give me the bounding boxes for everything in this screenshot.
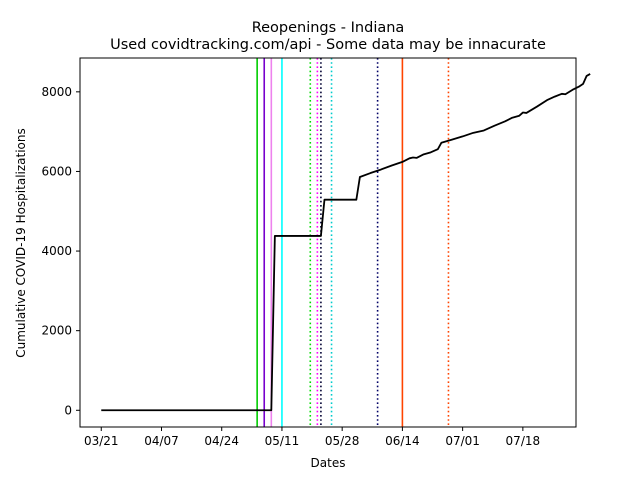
x-tick-label-6: 07/01 [445,434,480,448]
x-tick-label-1: 04/07 [144,434,179,448]
x-tick-label-2: 04/24 [204,434,239,448]
x-axis-label: Dates [311,456,346,470]
y-tick-label-2: 4000 [41,244,72,258]
y-axis-label: Cumulative COVID-19 Hospitalizations [14,128,28,358]
plot-frame [79,57,577,428]
series-layer [101,73,591,412]
axes: 03/21 04/07 04/24 05/11 05/28 06/14 07/01 07/18… [41,57,577,448]
x-tick-label-7: 07/18 [506,434,541,448]
x-tick-label-0: 03/21 [84,434,119,448]
x-tick-label-4: 05/28 [325,434,360,448]
chart-subtitle: Used covidtracking.com/api - Some data m… [110,37,546,53]
chart-title: Reopenings - Indiana [252,20,405,36]
y-tick-label-4: 8000 [41,85,72,99]
y-tick-label-1: 2000 [41,324,72,338]
reopening-lines [256,58,450,427]
y-tick-label-3: 6000 [41,164,72,178]
x-tick-label-5: 06/14 [385,434,420,448]
y-tick-label-0: 0 [64,403,72,417]
series-line-0 [101,73,591,412]
x-tick-label-3: 05/11 [265,434,300,448]
